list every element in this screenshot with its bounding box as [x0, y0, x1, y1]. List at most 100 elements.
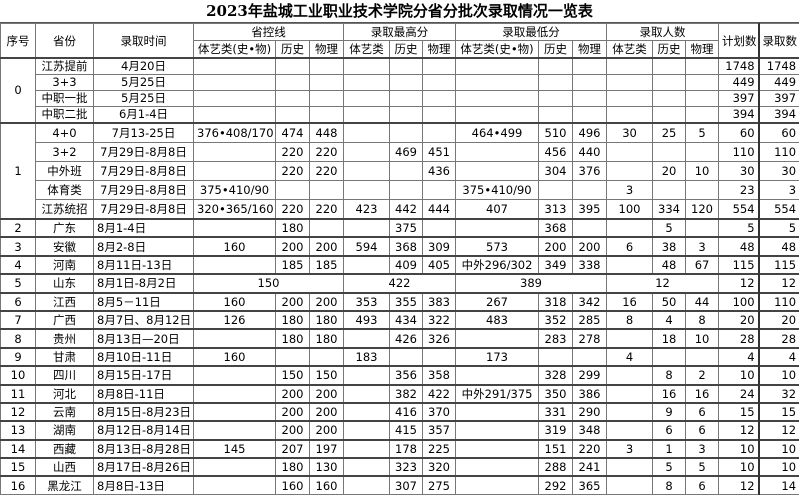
max-history-cell — [390, 75, 423, 91]
min-physics-cell — [573, 91, 607, 107]
province-cell: 江西 — [36, 293, 94, 311]
count-history-cell: 6 — [653, 421, 686, 439]
admission-time-cell: 8月11日-13日 — [94, 256, 194, 274]
max-merged-cell: 422 — [344, 274, 456, 292]
admitted-cell: 32 — [759, 385, 799, 403]
control-art-cell — [194, 91, 276, 107]
header-plan: 计划数 — [719, 24, 759, 59]
max-history-cell: 415 — [390, 421, 423, 439]
min-physics-cell: 342 — [573, 293, 607, 311]
control-physics-cell: 220 — [310, 200, 344, 220]
count-physics-cell: 5 — [686, 123, 719, 143]
province-cell: 中外班 — [36, 162, 94, 181]
count-history-cell: 38 — [653, 237, 686, 255]
min-history-cell: 304 — [539, 162, 573, 181]
max-physics-cell: 436 — [423, 162, 456, 181]
row-number-cell: 14 — [1, 440, 36, 458]
control-art-cell — [194, 329, 276, 347]
count-art-cell — [607, 366, 653, 384]
admitted-cell: 394 — [759, 107, 799, 124]
count-physics-cell — [686, 75, 719, 91]
admission-time-cell: 8月15日-17日 — [94, 366, 194, 384]
min-art-cell: 407 — [456, 200, 539, 220]
row-number-cell: 1 — [1, 123, 36, 219]
min-history-cell: 318 — [539, 293, 573, 311]
row-number-cell: 5 — [1, 274, 36, 292]
plan-cell: 10 — [719, 440, 759, 458]
max-art-cell: 423 — [344, 200, 390, 220]
control-history-cell: 180 — [276, 219, 310, 237]
max-history-cell — [390, 91, 423, 107]
control-physics-cell: 200 — [310, 293, 344, 311]
min-art-cell: 中外296/302 — [456, 256, 539, 274]
row-number-cell: 13 — [1, 421, 36, 439]
max-physics-cell: 422 — [423, 385, 456, 403]
admission-time-cell: 6月1-4日 — [94, 107, 194, 124]
count-art-cell: 30 — [607, 123, 653, 143]
max-art-cell: 493 — [344, 311, 390, 329]
subheader: 体艺类 — [344, 41, 390, 59]
min-physics-cell: 496 — [573, 123, 607, 143]
min-art-cell — [456, 219, 539, 237]
min-art-cell — [456, 143, 539, 162]
count-art-cell — [607, 256, 653, 274]
control-merged-cell: 150 — [194, 274, 344, 292]
count-physics-cell — [686, 181, 719, 200]
max-history-cell: 416 — [390, 403, 423, 421]
control-art-cell: 320•365/160 — [194, 200, 276, 220]
admitted-cell: 12 — [759, 421, 799, 439]
admission-time-cell: 7月29日-8月8日 — [94, 162, 194, 181]
subheader: 历史 — [390, 41, 423, 59]
max-art-cell: 183 — [344, 348, 390, 366]
count-art-cell — [607, 219, 653, 237]
count-physics-cell — [686, 58, 719, 75]
control-art-cell — [194, 58, 276, 75]
subheader: 物理 — [573, 41, 607, 59]
admitted-cell: 20 — [759, 311, 799, 329]
control-art-cell: 145 — [194, 440, 276, 458]
count-physics-cell — [686, 107, 719, 124]
max-art-cell — [344, 91, 390, 107]
min-physics-cell — [573, 75, 607, 91]
plan-cell: 12 — [719, 274, 759, 292]
min-history-cell: 456 — [539, 143, 573, 162]
max-history-cell: 178 — [390, 440, 423, 458]
count-history-cell — [653, 181, 686, 200]
max-physics-cell: 309 — [423, 237, 456, 255]
control-history-cell — [276, 107, 310, 124]
min-art-cell: 573 — [456, 237, 539, 255]
max-physics-cell: 322 — [423, 311, 456, 329]
province-cell: 4+0 — [36, 123, 94, 143]
header-no: 序号 — [1, 24, 36, 59]
control-art-cell — [194, 403, 276, 421]
province-cell: 河北 — [36, 385, 94, 403]
count-history-cell: 50 — [653, 293, 686, 311]
min-physics-cell: 200 — [573, 237, 607, 255]
control-art-cell — [194, 162, 276, 181]
admission-time-cell: 7月13-25日 — [94, 123, 194, 143]
count-physics-cell: 3 — [686, 237, 719, 255]
province-cell: 黑龙江 — [36, 476, 94, 494]
admission-time-cell: 8月7日、8月12日 — [94, 311, 194, 329]
control-history-cell — [276, 75, 310, 91]
page-title: 2023年盐城工业职业技术学院分省分批次录取情况一览表 — [0, 0, 799, 23]
count-history-cell: 8 — [653, 366, 686, 384]
min-art-cell — [456, 75, 539, 91]
min-art-cell: 中外291/375 — [456, 385, 539, 403]
count-art-cell — [607, 58, 653, 75]
row-number-cell: 2 — [1, 219, 36, 237]
min-history-cell — [539, 75, 573, 91]
max-physics-cell: 326 — [423, 329, 456, 347]
control-physics-cell: 197 — [310, 440, 344, 458]
min-art-cell — [456, 440, 539, 458]
min-physics-cell — [573, 58, 607, 75]
province-cell: 广西 — [36, 311, 94, 329]
